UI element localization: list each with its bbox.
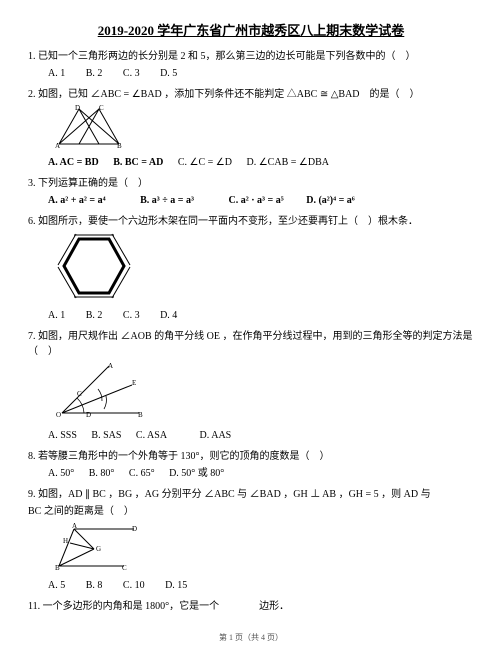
svg-text:H: H bbox=[63, 537, 68, 545]
q1-text: 1. 已知一个三角形两边的长分别是 2 和 5，那么第三边的边长可能是下列各数中… bbox=[28, 49, 474, 64]
q1-opt-a: A. 1 bbox=[48, 68, 65, 79]
question-9: 9. 如图，AD ∥ BC ，BG ，AG 分别平分 ∠ABC 与 ∠BAD ，… bbox=[28, 487, 474, 593]
q6-options: A. 1 B. 2 C. 3 D. 4 bbox=[48, 308, 474, 323]
q2-opt-a: A. AC = BD bbox=[48, 157, 99, 168]
question-11: 11. 一个多边形的内角和是 1800°，它是一个 边形． bbox=[28, 599, 474, 614]
q3-text: 3. 下列运算正确的是（ ） bbox=[28, 176, 474, 191]
svg-text:D: D bbox=[86, 411, 91, 419]
q1-opt-d: D. 5 bbox=[160, 68, 177, 79]
svg-text:A: A bbox=[55, 142, 60, 148]
svg-text:C: C bbox=[122, 564, 127, 571]
q3-options: A. a² + a² = a⁴ B. a³ ÷ a = a³ C. a² · a… bbox=[48, 193, 474, 208]
svg-text:C: C bbox=[99, 104, 104, 112]
q7-opt-b: B. SAS bbox=[91, 430, 121, 441]
q2-text: 2. 如图，已知 ∠ABC = ∠BAD ，添加下列条件还不能判定 △ABC ≅… bbox=[28, 87, 474, 102]
q2-opt-c: C. ∠C = ∠D bbox=[178, 157, 232, 168]
q9-opt-c: C. 10 bbox=[123, 580, 145, 591]
svg-text:D: D bbox=[75, 104, 80, 112]
q8-opt-d: D. 50° 或 80° bbox=[169, 468, 224, 479]
q6-opt-b: B. 2 bbox=[86, 310, 103, 321]
q7-text: 7. 如图，用尺规作出 ∠AOB 的角平分线 OE ，在作角平分线过程中，用到的… bbox=[28, 329, 474, 359]
q9-opt-d: D. 15 bbox=[165, 580, 187, 591]
svg-text:D: D bbox=[132, 525, 137, 533]
q9-opt-a: A. 5 bbox=[48, 580, 65, 591]
q1-options: A. 1 B. 2 C. 3 D. 5 bbox=[48, 66, 474, 81]
svg-text:E: E bbox=[132, 379, 136, 387]
question-2: 2. 如图，已知 ∠ABC = ∠BAD ，添加下列条件还不能判定 △ABC ≅… bbox=[28, 87, 474, 170]
svg-text:O: O bbox=[56, 411, 61, 419]
q9-text-1: 9. 如图，AD ∥ BC ，BG ，AG 分别平分 ∠ABC 与 ∠BAD ，… bbox=[28, 487, 474, 502]
q8-text: 8. 若等腰三角形中的一个外角等于 130°，则它的顶角的度数是（ ） bbox=[28, 449, 474, 464]
q8-opt-b: B. 80° bbox=[89, 468, 115, 479]
q7-opt-d: D. AAS bbox=[200, 430, 232, 441]
q11-text: 11. 一个多边形的内角和是 1800°，它是一个 边形． bbox=[28, 599, 474, 614]
q9-figure: A D B C G H bbox=[54, 521, 474, 576]
q7-opt-a: A. SSS bbox=[48, 430, 77, 441]
q6-figure bbox=[54, 231, 474, 306]
question-1: 1. 已知一个三角形两边的长分别是 2 和 5，那么第三边的边长可能是下列各数中… bbox=[28, 49, 474, 81]
svg-text:B: B bbox=[55, 564, 60, 571]
q9-options: A. 5 B. 8 C. 10 D. 15 bbox=[48, 578, 474, 593]
page-title: 2019-2020 学年广东省广州市越秀区八上期末数学试卷 bbox=[28, 20, 474, 39]
q6-opt-a: A. 1 bbox=[48, 310, 65, 321]
q8-options: A. 50° B. 80° C. 65° D. 50° 或 80° bbox=[48, 466, 474, 481]
q2-opt-d: D. ∠CAB = ∠DBA bbox=[247, 157, 329, 168]
q1-opt-c: C. 3 bbox=[123, 68, 140, 79]
q7-figure: O B A E C D bbox=[54, 361, 474, 426]
question-6: 6. 如图所示，要使一个六边形木架在同一平面内不变形，至少还要再钉上（ ）根木条… bbox=[28, 214, 474, 323]
svg-text:B: B bbox=[138, 411, 143, 419]
page-footer: 第 1 页（共 4 页） bbox=[0, 632, 502, 643]
q2-figure: A B D C bbox=[54, 104, 474, 153]
svg-text:B: B bbox=[117, 142, 122, 148]
q3-opt-c: C. a² · a³ = a⁵ bbox=[228, 195, 283, 206]
svg-text:A: A bbox=[72, 522, 77, 530]
q3-opt-a: A. a² + a² = a⁴ bbox=[48, 195, 106, 206]
q1-opt-b: B. 2 bbox=[86, 68, 103, 79]
svg-text:C: C bbox=[77, 390, 82, 398]
question-7: 7. 如图，用尺规作出 ∠AOB 的角平分线 OE ，在作角平分线过程中，用到的… bbox=[28, 329, 474, 443]
question-8: 8. 若等腰三角形中的一个外角等于 130°，则它的顶角的度数是（ ） A. 5… bbox=[28, 449, 474, 481]
q8-opt-c: C. 65° bbox=[129, 468, 155, 479]
q7-opt-c: C. ASA bbox=[136, 430, 167, 441]
q9-text-2: BC 之间的距离是（ ） bbox=[28, 504, 474, 519]
q3-opt-b: B. a³ ÷ a = a³ bbox=[140, 195, 194, 206]
q9-opt-b: B. 8 bbox=[86, 580, 103, 591]
q7-options: A. SSS B. SAS C. ASA D. AAS bbox=[48, 428, 474, 443]
q2-options: A. AC = BD B. BC = AD C. ∠C = ∠D D. ∠CAB… bbox=[48, 155, 474, 170]
q6-opt-c: C. 3 bbox=[123, 310, 140, 321]
q3-opt-d: D. (a²)⁴ = a⁶ bbox=[306, 195, 355, 206]
svg-text:A: A bbox=[108, 362, 113, 370]
question-3: 3. 下列运算正确的是（ ） A. a² + a² = a⁴ B. a³ ÷ a… bbox=[28, 176, 474, 208]
svg-text:G: G bbox=[96, 545, 101, 553]
q6-text: 6. 如图所示，要使一个六边形木架在同一平面内不变形，至少还要再钉上（ ）根木条… bbox=[28, 214, 474, 229]
q6-opt-d: D. 4 bbox=[160, 310, 177, 321]
q8-opt-a: A. 50° bbox=[48, 468, 74, 479]
q2-opt-b: B. BC = AD bbox=[113, 157, 163, 168]
